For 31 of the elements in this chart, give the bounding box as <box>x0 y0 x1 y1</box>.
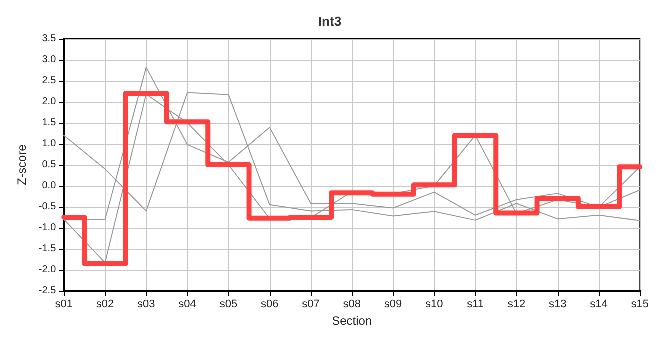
y-tick-label: -1.5 <box>38 244 57 254</box>
y-tick-label: 3.5 <box>42 34 57 44</box>
y-tick-label: -2.0 <box>38 264 57 276</box>
y-tick-label: 0.0 <box>42 180 57 192</box>
y-tick-label: 2.5 <box>42 76 57 86</box>
y-tick-label: 2.0 <box>42 96 57 108</box>
x-tick-label: s04 <box>178 298 196 310</box>
x-tick-label: s15 <box>631 298 650 310</box>
x-tick-label: s14 <box>590 298 608 310</box>
x-tick-label: s03 <box>138 298 156 310</box>
y-tick-label: -0.5 <box>38 202 57 212</box>
y-axis-title: Z-score <box>15 144 29 186</box>
y-tick-label: -2.5 <box>38 286 57 296</box>
x-tick-label: s07 <box>302 298 320 310</box>
y-tick-label: -1.0 <box>38 222 57 234</box>
x-tick-label: s12 <box>508 298 526 310</box>
x-tick-label: s02 <box>96 298 114 310</box>
x-tick-label: s09 <box>384 298 402 310</box>
x-tick-label: s05 <box>220 298 238 310</box>
x-tick-label: s11 <box>467 298 484 310</box>
x-tick-label: s01 <box>55 298 74 310</box>
chart-title: Int3 <box>318 14 342 29</box>
x-tick-label: s06 <box>260 298 279 310</box>
y-tick-label: 1.5 <box>42 118 57 128</box>
y-tick-label: 1.0 <box>42 138 57 150</box>
x-axis-title: Section <box>332 314 372 328</box>
x-tick-label: s10 <box>426 298 444 310</box>
y-tick-label: 0.5 <box>42 160 57 170</box>
x-tick-label: s08 <box>343 298 362 310</box>
y-tick-label: 3.0 <box>42 54 57 66</box>
x-tick-label: s13 <box>548 298 567 310</box>
